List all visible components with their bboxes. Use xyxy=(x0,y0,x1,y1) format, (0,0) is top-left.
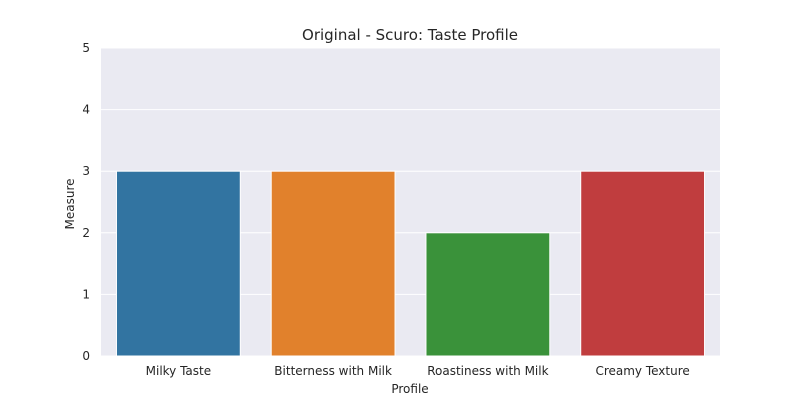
x-tick-label: Roastiness with Milk xyxy=(427,364,548,378)
bar-roastiness-with-milk xyxy=(425,232,551,357)
y-tick-label: 2 xyxy=(82,226,90,240)
bar-creamy-texture xyxy=(580,170,706,357)
bar-bitterness-with-milk xyxy=(270,170,396,357)
y-tick-label: 5 xyxy=(82,41,90,55)
chart-title: Original - Scuro: Taste Profile xyxy=(302,26,518,44)
y-axis-ticks: 0 1 2 3 4 5 xyxy=(82,41,90,363)
y-tick-label: 1 xyxy=(82,287,90,301)
y-tick-label: 3 xyxy=(82,164,90,178)
x-axis-ticks: Milky Taste Bitterness with Milk Roastines… xyxy=(146,364,690,378)
y-axis-label: Measure xyxy=(63,179,77,230)
y-tick-label: 4 xyxy=(82,103,90,117)
x-axis-label: Profile xyxy=(391,382,428,396)
bar-milky-taste xyxy=(115,170,241,357)
bars xyxy=(115,170,706,357)
x-tick-label: Bitterness with Milk xyxy=(274,364,392,378)
x-tick-label: Creamy Texture xyxy=(595,364,689,378)
x-tick-label: Milky Taste xyxy=(146,364,212,378)
y-tick-label: 0 xyxy=(82,349,90,363)
